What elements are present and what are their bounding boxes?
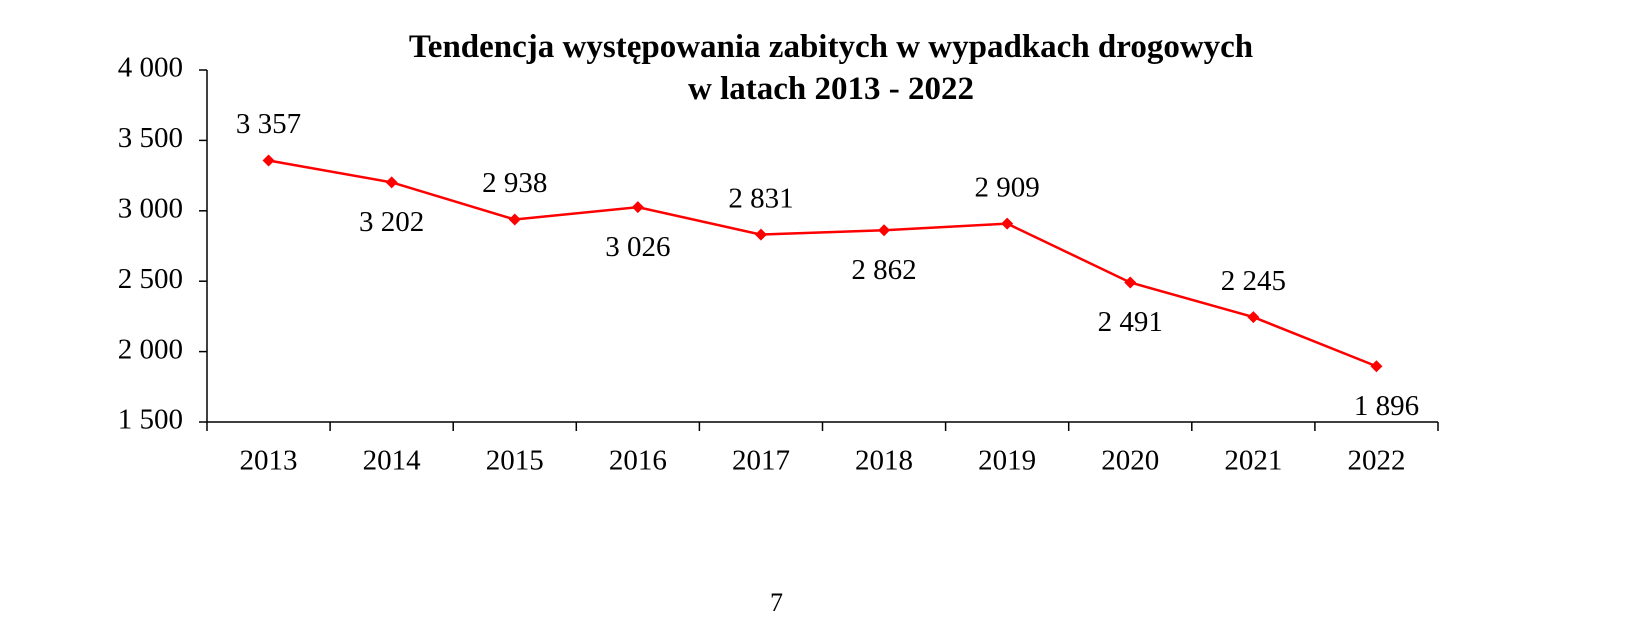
data-label: 2 245 — [1221, 265, 1286, 297]
chart-title: Tendencja występowania zabitych w wypadk… — [408, 29, 1254, 107]
x-tick-label: 2020 — [1101, 445, 1159, 477]
x-tick-label: 2016 — [609, 445, 667, 477]
y-tick-label: 3 000 — [118, 192, 183, 224]
data-label: 3 202 — [359, 206, 424, 238]
y-tick-label: 3 500 — [118, 122, 183, 154]
data-label: 3 357 — [236, 108, 301, 140]
y-tick-label: 2 500 — [118, 263, 183, 295]
x-tick-label: 2015 — [486, 445, 544, 477]
marker — [754, 228, 767, 241]
x-tick-label: 2019 — [978, 445, 1036, 477]
line — [268, 159, 1377, 368]
marker — [631, 201, 644, 214]
y-tick-label: 2 000 — [118, 333, 183, 365]
x-tick-label: 2017 — [732, 445, 790, 477]
page-number: 7 — [770, 588, 783, 617]
marker — [878, 224, 891, 237]
marker — [262, 154, 275, 167]
x-tick-label: 2022 — [1347, 445, 1405, 477]
marker — [1247, 311, 1260, 324]
data-label: 2 491 — [1098, 306, 1163, 338]
data-label: 1 896 — [1354, 390, 1419, 422]
data-label: 2 831 — [728, 182, 793, 214]
marker — [385, 176, 398, 189]
marker — [508, 213, 521, 226]
marker — [1001, 217, 1014, 230]
data-label: 2 938 — [482, 167, 547, 199]
marker — [1370, 360, 1383, 373]
x-tick-label: 2021 — [1224, 445, 1282, 477]
x-tick-label: 2018 — [855, 445, 913, 477]
x-tick-label: 2014 — [363, 445, 422, 477]
data-label: 2 909 — [975, 171, 1040, 203]
marker — [1124, 276, 1137, 289]
x-tick-label: 2013 — [240, 445, 298, 477]
y-tick-label: 4 000 — [118, 52, 183, 84]
data-label: 2 862 — [851, 254, 916, 286]
y-tick-label: 1 500 — [118, 404, 183, 436]
data-label: 3 026 — [605, 231, 670, 263]
